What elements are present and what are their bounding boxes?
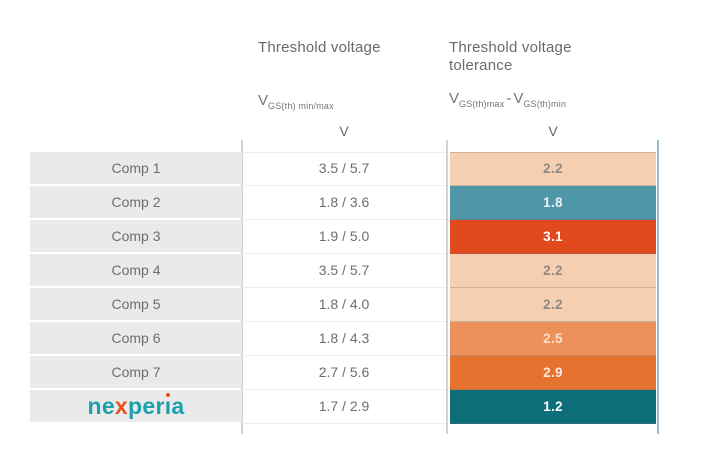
threshold-range-value: 1.8 / 3.6 (242, 186, 446, 220)
tolerance-value-cell: 2.9 (450, 356, 656, 390)
tolerance-symbol-base-1: V (449, 90, 460, 107)
threshold-column-title: Threshold voltage (258, 39, 381, 56)
threshold-range-value: 2.7 / 5.6 (242, 356, 446, 390)
table-row: Comp 6 1.8 / 4.3 2.5 (30, 322, 656, 356)
component-label: Comp 1 (30, 152, 242, 184)
component-label: Comp 6 (30, 322, 242, 354)
table-row: Comp 2 1.8 / 3.6 1.8 (30, 186, 656, 220)
tolerance-value-cell: 2.2 (450, 152, 656, 186)
tolerance-unit-label: V (548, 123, 558, 139)
table-row: Comp 1 3.5 / 5.7 2.2 (30, 152, 656, 186)
threshold-symbol-base: V (258, 92, 269, 109)
comparison-table: Comp 1 3.5 / 5.7 2.2 Comp 2 1.8 / 3.6 1.… (30, 152, 656, 424)
table-row: Comp 3 1.9 / 5.0 3.1 (30, 220, 656, 254)
tolerance-value-cell: 2.5 (450, 322, 656, 356)
threshold-range-value: 3.5 / 5.7 (242, 254, 446, 288)
tolerance-symbol: VGS(th)max - VGS(th)min (449, 90, 566, 109)
divider-right-edge (657, 140, 659, 434)
table-row-nexperia: ne x per ı a 1.7 / 2.9 1.2 (30, 390, 656, 424)
table-row: Comp 5 1.8 / 4.0 2.2 (30, 288, 656, 322)
threshold-unit-label: V (339, 123, 349, 139)
tolerance-value-cell: 1.8 (450, 186, 656, 220)
component-label: Comp 4 (30, 254, 242, 286)
threshold-range-value: 1.8 / 4.0 (242, 288, 446, 322)
component-label: Comp 2 (30, 186, 242, 218)
tolerance-symbol-subscript-2: GS(th)min (523, 99, 567, 109)
tolerance-value-cell: 1.2 (450, 390, 656, 424)
tolerance-value-cell: 2.2 (450, 254, 656, 288)
table-row: Comp 4 3.5 / 5.7 2.2 (30, 254, 656, 288)
threshold-range-value: 1.9 / 5.0 (242, 220, 446, 254)
threshold-range-value: 3.5 / 5.7 (242, 152, 446, 186)
nexperia-logo: ne x per ı a (30, 390, 242, 422)
table-row: Comp 7 2.7 / 5.6 2.9 (30, 356, 656, 390)
tolerance-symbol-operator: - (506, 90, 512, 107)
component-label: Comp 7 (30, 356, 242, 388)
threshold-range-value: 1.7 / 2.9 (242, 390, 446, 424)
tolerance-value-cell: 3.1 (450, 220, 656, 254)
tolerance-value-cell: 2.2 (450, 288, 656, 322)
threshold-symbol-subscript: GS(th) min/max (268, 101, 334, 111)
tolerance-symbol-base-2: V (513, 90, 524, 107)
component-label: Comp 3 (30, 220, 242, 252)
tolerance-column-title: Threshold voltage tolerance (449, 39, 572, 74)
threshold-range-value: 1.8 / 4.3 (242, 322, 446, 356)
divider-threshold-tolerance (446, 140, 448, 434)
threshold-symbol: VGS(th) min/max (258, 92, 334, 111)
component-label: Comp 5 (30, 288, 242, 320)
tolerance-symbol-subscript-1: GS(th)max (459, 99, 505, 109)
